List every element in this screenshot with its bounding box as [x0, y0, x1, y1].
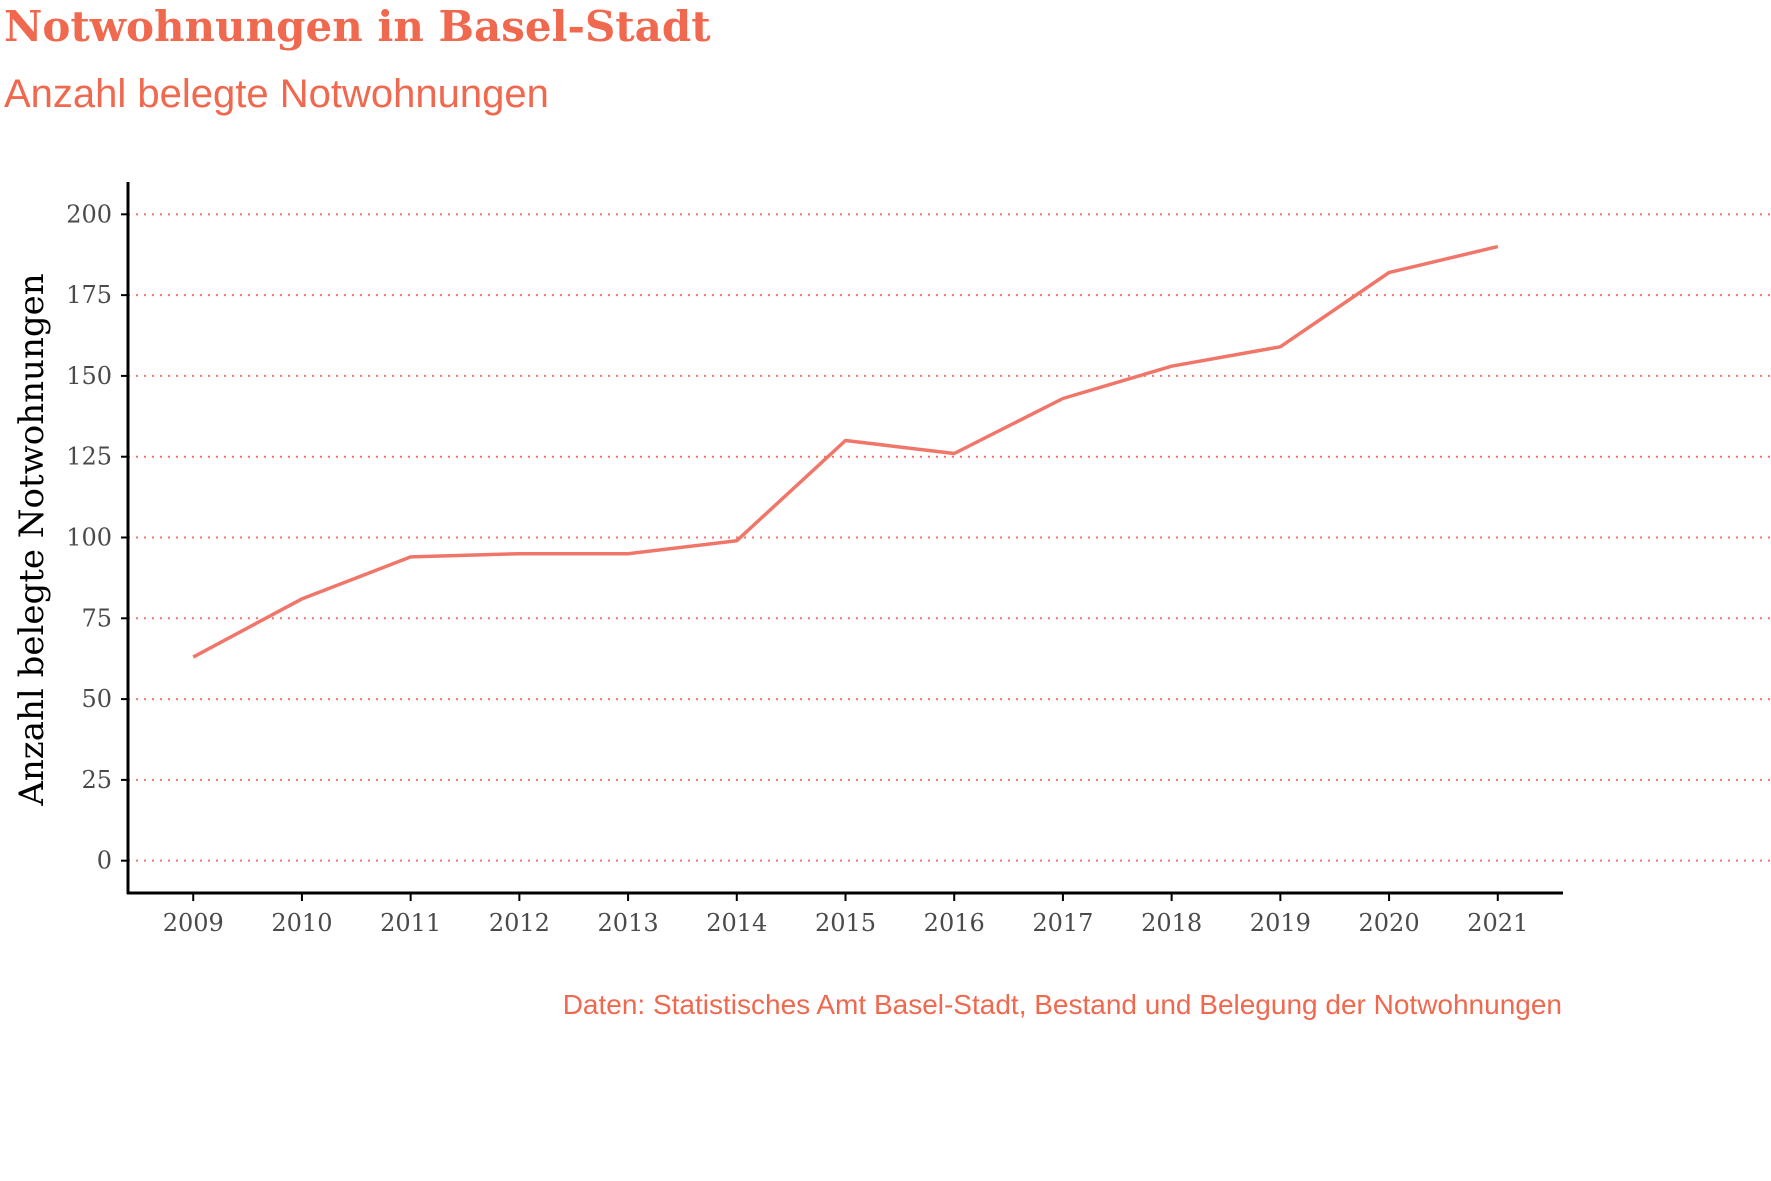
x-tick-label: 2019: [1250, 909, 1311, 937]
grid-lines: [128, 213, 1771, 862]
x-tick-label: 2009: [163, 909, 224, 937]
x-tick-label: 2012: [489, 909, 550, 937]
y-tick-label: 200: [66, 200, 112, 228]
chart-title: Notwohnungen in Basel-Stadt: [4, 2, 711, 51]
y-tick-label: 0: [97, 847, 112, 875]
x-tick-label: 2014: [706, 909, 767, 937]
y-tick-label: 100: [66, 524, 112, 552]
y-axis-ticks: 0 25 50 75 100 125 150 175 200: [66, 200, 128, 875]
x-tick-label: 2020: [1359, 909, 1420, 937]
x-tick-label: 2015: [815, 909, 876, 937]
y-tick-label: 75: [81, 604, 112, 632]
x-tick-label: 2013: [598, 909, 659, 937]
y-tick-label: 150: [66, 362, 112, 390]
x-tick-label: 2016: [924, 909, 985, 937]
chart-subtitle: Anzahl belegte Notwohnungen: [4, 72, 549, 116]
x-tick-label: 2017: [1032, 909, 1093, 937]
x-tick-label: 2021: [1467, 909, 1528, 937]
series-line: [192, 244, 1499, 659]
x-axis-ticks: 2009 2010 2011 2012 2013 2014 2015 2016 2017 2018…: [163, 893, 1528, 937]
y-axis-title: Anzahl belegte Notwohnungen: [12, 273, 52, 806]
x-tick-label: 2010: [271, 909, 332, 937]
y-tick-label: 50: [81, 685, 112, 713]
y-tick-label: 125: [66, 443, 112, 471]
x-tick-label: 2018: [1141, 909, 1202, 937]
y-tick-label: 25: [81, 766, 112, 794]
caption: Daten: Statistisches Amt Basel-Stadt, Be…: [563, 989, 1562, 1020]
x-tick-label: 2011: [380, 909, 441, 937]
y-tick-label: 175: [66, 281, 112, 309]
